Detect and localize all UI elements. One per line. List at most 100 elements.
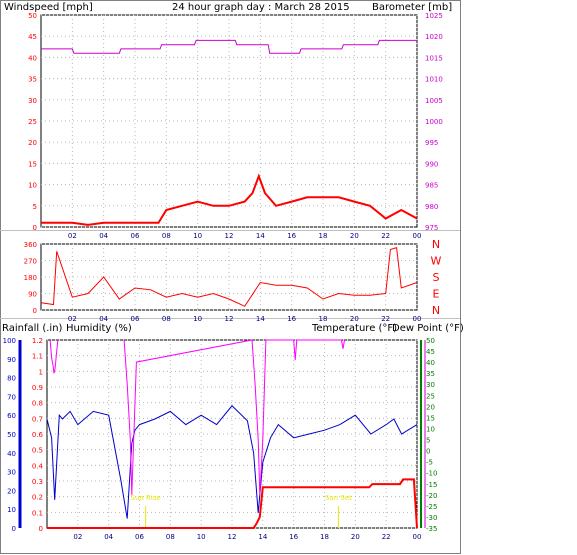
temperature-tick-label: -35 <box>426 525 437 533</box>
temperature-tick-label: 30 <box>426 381 435 389</box>
series-layer: Sun Rise Sun Set <box>40 39 418 529</box>
direction-tick-label: 180 <box>24 274 37 282</box>
x-tick-label: 12 <box>225 315 234 323</box>
temperature-axis-title: Temperature (°F) <box>311 323 397 334</box>
barometer-tick-label: 995 <box>425 139 438 147</box>
x-tick-label: 16 <box>287 315 296 323</box>
windspeed-tick-label: 25 <box>28 118 37 126</box>
rainfall-tick-label: 1.1 <box>32 353 43 361</box>
x-tick-label: 18 <box>319 315 328 323</box>
humidity-series-line <box>46 405 418 519</box>
x-tick-label: 02 <box>68 315 77 323</box>
x-tick-label: 22 <box>381 315 390 323</box>
rainfall-tick-label: 0.8 <box>32 400 43 408</box>
compass-label: N <box>432 304 440 317</box>
rainfall-tick-label: 0.5 <box>32 447 43 455</box>
barometer-tick-label: 975 <box>425 224 438 232</box>
humidity-tick-label: 50 <box>7 431 16 439</box>
x-tick-label: 06 <box>131 232 140 240</box>
windspeed-tick-label: 35 <box>28 76 37 84</box>
windspeed-series-line <box>41 173 418 226</box>
compass-label: N <box>432 238 440 251</box>
temperature-tick-label: 45 <box>426 348 435 356</box>
x-tick-label: 12 <box>228 533 237 541</box>
rainfall-series-line <box>47 478 418 529</box>
rainfall-tick-label: 0.7 <box>32 415 43 423</box>
wind-direction-series-line <box>40 247 418 307</box>
rainfall-tick-label: 0.1 <box>32 509 43 517</box>
humidity-tick-label: 20 <box>7 487 16 495</box>
sunrise-annotation: Sun Rise <box>131 494 161 502</box>
grid-layer <box>41 14 418 529</box>
x-tick-label: 20 <box>350 315 359 323</box>
temperature-tick-label: 25 <box>426 392 435 400</box>
temperature-tick-label: 20 <box>426 403 435 411</box>
x-tick-label: 10 <box>197 533 206 541</box>
x-tick-label: 04 <box>104 533 113 541</box>
x-tick-label: 12 <box>225 232 234 240</box>
barometer-series-line <box>41 39 417 54</box>
temperature-tick-label: 0 <box>426 448 430 456</box>
temperature-series-line <box>123 339 345 495</box>
x-tick-label: 08 <box>166 533 175 541</box>
barometer-tick-label: 1010 <box>425 76 443 84</box>
temperature-tick-label: -5 <box>426 459 433 467</box>
x-tick-label: 00 <box>413 533 422 541</box>
windspeed-tick-label: 5 <box>33 203 37 211</box>
x-tick-label: 00 <box>413 232 422 240</box>
x-tick-label: 14 <box>256 315 265 323</box>
x-tick-label: 16 <box>289 533 298 541</box>
humidity-tick-label: 90 <box>7 356 16 364</box>
direction-tick-label: 90 <box>28 291 37 299</box>
x-tick-label: 02 <box>68 232 77 240</box>
rainfall-tick-label: 0.6 <box>32 431 44 439</box>
x-tick-label: 08 <box>162 315 171 323</box>
x-tick-label: 14 <box>258 533 267 541</box>
rainfall-tick-label: 1 <box>39 368 43 376</box>
windspeed-tick-label: 20 <box>28 139 37 147</box>
dewpoint-axis-title: Dew Point (°F) <box>392 323 464 334</box>
temperature-tick-label: 50 <box>426 337 435 345</box>
x-tick-label: 18 <box>320 533 329 541</box>
temperature-tick-label: -25 <box>426 503 437 511</box>
temperature-series-line <box>49 339 59 374</box>
temperature-tick-label: -15 <box>426 481 437 489</box>
barometer-axis-title: Barometer [mb] <box>372 2 452 13</box>
x-tick-label: 20 <box>351 533 360 541</box>
x-tick-label: 04 <box>99 232 108 240</box>
temperature-tick-label: -10 <box>426 470 437 478</box>
compass-label: E <box>433 288 440 301</box>
humidity-tick-label: 80 <box>7 375 16 383</box>
temperature-tick-label: -30 <box>426 514 437 522</box>
rainfall-tick-label: 0.2 <box>32 494 43 502</box>
x-tick-label: 14 <box>256 232 265 240</box>
chart-title: 24 hour graph day : March 28 2015 <box>172 2 350 13</box>
x-tick-label: 06 <box>131 315 140 323</box>
humidity-tick-label: 10 <box>7 506 16 514</box>
windspeed-axis-title: Windspeed [mph] <box>4 2 93 13</box>
windspeed-tick-label: 30 <box>28 97 37 105</box>
direction-tick-label: 360 <box>24 241 37 249</box>
temperature-tick-label: -20 <box>426 492 437 500</box>
temperature-tick-label: 10 <box>426 425 435 433</box>
barometer-tick-label: 1015 <box>425 54 443 62</box>
barometer-tick-label: 985 <box>425 182 438 190</box>
barometer-tick-label: 1025 <box>425 12 443 20</box>
temperature-tick-label: 40 <box>426 359 435 367</box>
compass-label: S <box>433 271 440 284</box>
humidity-tick-label: 30 <box>7 469 16 477</box>
barometer-tick-label: 1000 <box>425 118 443 126</box>
temperature-tick-label: 35 <box>426 370 435 378</box>
windspeed-tick-label: 10 <box>28 182 37 190</box>
windspeed-tick-label: 15 <box>28 160 37 168</box>
x-tick-label: 02 <box>73 533 82 541</box>
x-tick-label: 18 <box>319 232 328 240</box>
windspeed-tick-label: 45 <box>28 33 37 41</box>
direction-tick-label: 0 <box>33 307 37 315</box>
x-tick-label: 06 <box>135 533 144 541</box>
windspeed-tick-label: 50 <box>28 12 37 20</box>
humidity-axis-title: Humidity (%) <box>66 323 132 334</box>
